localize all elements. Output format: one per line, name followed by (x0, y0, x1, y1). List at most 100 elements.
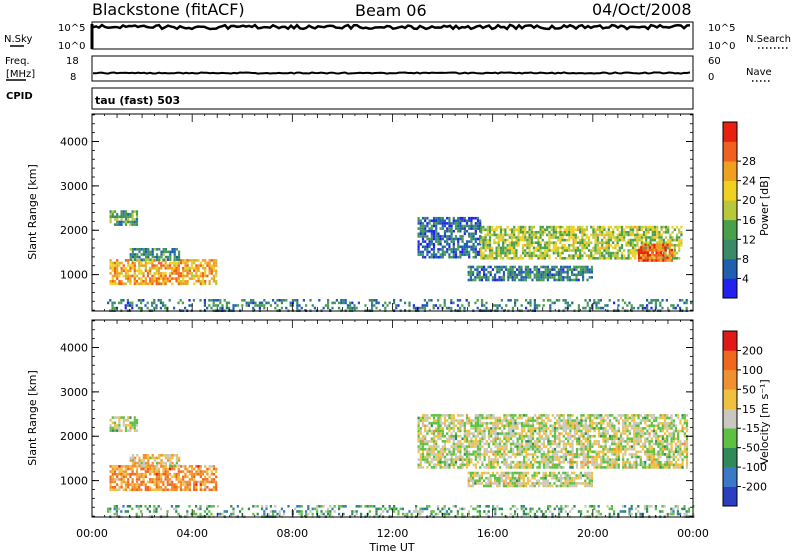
data-cell (507, 226, 509, 229)
data-cell (603, 249, 605, 252)
data-cell (484, 456, 486, 459)
data-cell (652, 228, 654, 231)
data-cell (521, 445, 523, 448)
data-cell (156, 489, 158, 492)
data-cell (486, 464, 488, 467)
data-cell (526, 254, 528, 257)
data-cell (550, 451, 552, 454)
data-cell (510, 419, 512, 422)
data-cell (598, 422, 600, 425)
data-cell (558, 271, 560, 274)
data-cell (527, 513, 529, 516)
data-cell (426, 453, 428, 456)
data-cell (477, 461, 479, 464)
data-cell (213, 262, 215, 265)
data-cell (590, 257, 592, 260)
data-cell (631, 508, 633, 511)
data-cell (632, 244, 634, 247)
data-cell (547, 279, 549, 282)
data-cell (584, 299, 586, 302)
data-cell (147, 248, 149, 251)
data-cell (542, 231, 544, 234)
data-cell (418, 448, 420, 451)
data-cell (230, 505, 232, 508)
data-cell (529, 228, 531, 231)
data-cell (132, 221, 134, 224)
data-cell (468, 430, 470, 433)
data-cell (489, 247, 491, 250)
data-cell (152, 251, 154, 254)
data-cell (433, 448, 435, 451)
data-cell (440, 458, 442, 461)
data-cell (492, 276, 494, 279)
data-cell (138, 483, 140, 486)
data-cell (114, 465, 116, 468)
data-cell (519, 464, 521, 467)
data-cell (127, 213, 129, 216)
data-cell (446, 307, 448, 310)
data-cell (641, 236, 643, 239)
data-cell (114, 416, 116, 419)
data-cell (528, 422, 530, 425)
data-cell (486, 453, 488, 456)
data-cell (512, 274, 514, 277)
data-cell (564, 249, 566, 252)
data-cell (393, 299, 395, 302)
data-cell (477, 307, 479, 310)
data-cell (152, 462, 154, 465)
data-cell (528, 419, 530, 422)
data-cell (585, 445, 587, 448)
data-cell (153, 508, 155, 511)
data-cell (305, 510, 307, 513)
data-cell (573, 247, 575, 250)
data-cell (488, 438, 490, 441)
data-cell (202, 264, 204, 267)
data-cell (482, 252, 484, 255)
data-cell (542, 226, 544, 229)
data-cell (517, 422, 519, 425)
data-cell (209, 272, 211, 275)
data-cell (526, 239, 528, 242)
data-cell (683, 505, 685, 508)
data-cell (565, 299, 567, 302)
data-cell (481, 440, 483, 443)
data-cell (121, 468, 123, 471)
data-cell (576, 417, 578, 420)
data-cell (466, 240, 468, 243)
data-cell (243, 299, 245, 302)
data-cell (481, 276, 483, 279)
data-cell (494, 276, 496, 279)
data-cell (114, 470, 116, 473)
data-cell (182, 259, 184, 262)
data-cell (577, 226, 579, 229)
data-cell (608, 236, 610, 239)
data-cell (327, 302, 329, 305)
data-cell (489, 244, 491, 247)
data-cell (569, 417, 571, 420)
data-cell (444, 230, 446, 233)
data-cell (678, 231, 680, 234)
data-cell (479, 505, 481, 508)
data-cell (583, 414, 585, 417)
data-cell (601, 254, 603, 257)
data-cell (578, 307, 580, 310)
data-cell (594, 417, 596, 420)
data-cell (386, 510, 388, 513)
data-cell (557, 231, 559, 234)
data-cell (446, 464, 448, 467)
data-cell (202, 277, 204, 280)
data-cell (605, 453, 607, 456)
data-cell (420, 443, 422, 446)
data-cell (605, 432, 607, 435)
data-cell (395, 307, 397, 310)
data-cell (542, 247, 544, 250)
data-cell (487, 254, 489, 257)
data-cell (116, 427, 118, 430)
data-cell (573, 249, 575, 252)
data-cell (488, 505, 490, 508)
data-cell (529, 236, 531, 239)
data-cell (496, 247, 498, 250)
data-cell (514, 274, 516, 277)
data-cell (125, 424, 127, 427)
data-cell (583, 443, 585, 446)
